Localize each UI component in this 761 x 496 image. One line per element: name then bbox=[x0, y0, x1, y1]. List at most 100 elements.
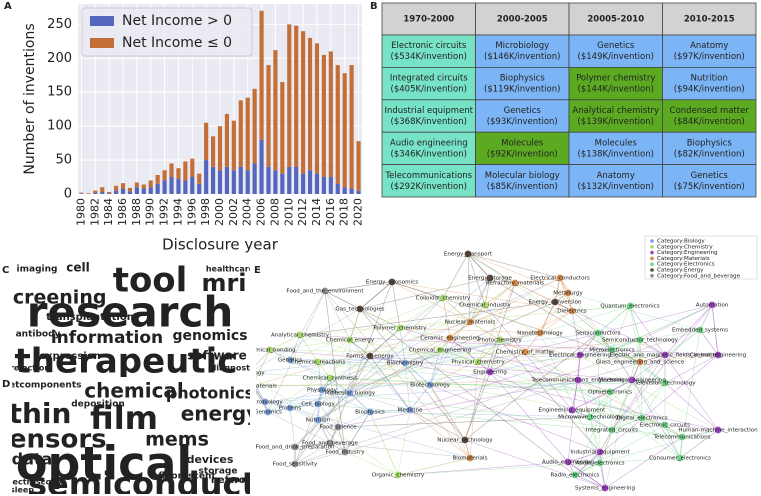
word: diagnostic bbox=[211, 364, 258, 373]
edge bbox=[337, 416, 591, 428]
node bbox=[571, 471, 579, 479]
bar-segment bbox=[245, 97, 250, 171]
edge bbox=[611, 349, 641, 363]
bar-segment bbox=[190, 158, 195, 178]
edge bbox=[609, 379, 633, 393]
node bbox=[696, 326, 704, 334]
node-label: Molecular_biology bbox=[325, 391, 376, 397]
edge bbox=[404, 332, 541, 364]
legend-swatch bbox=[90, 38, 114, 48]
edge bbox=[359, 277, 491, 310]
node bbox=[314, 400, 322, 408]
edge bbox=[256, 332, 599, 373]
edge bbox=[256, 386, 266, 403]
edge bbox=[442, 297, 471, 323]
table-cell-field: Molecules bbox=[501, 138, 544, 148]
word: storage bbox=[199, 467, 238, 477]
edge bbox=[489, 277, 613, 351]
table-cell bbox=[662, 67, 757, 101]
word: information bbox=[51, 328, 163, 348]
edge bbox=[359, 308, 401, 329]
bar-segment bbox=[120, 188, 126, 194]
edge bbox=[567, 461, 606, 489]
edge bbox=[631, 379, 643, 419]
edge bbox=[329, 304, 486, 379]
edge bbox=[711, 304, 719, 356]
bar-segment bbox=[252, 163, 257, 194]
edge bbox=[604, 339, 641, 489]
edge bbox=[409, 409, 471, 459]
edge bbox=[317, 403, 339, 428]
edge bbox=[349, 308, 361, 341]
edge bbox=[449, 337, 581, 356]
node-label: Organic_chemistry bbox=[372, 473, 425, 479]
node bbox=[474, 358, 482, 366]
node bbox=[564, 289, 572, 297]
edge bbox=[641, 417, 681, 459]
node bbox=[601, 484, 609, 492]
edge bbox=[467, 253, 569, 294]
edge bbox=[599, 429, 613, 453]
edge bbox=[589, 391, 611, 418]
word: therapeutic bbox=[15, 342, 238, 382]
edge bbox=[524, 304, 713, 353]
edge bbox=[429, 349, 441, 386]
table-cell-field: Molecular biology bbox=[485, 171, 560, 181]
edge bbox=[317, 277, 491, 421]
node bbox=[638, 414, 646, 422]
edge bbox=[681, 429, 719, 438]
edge bbox=[579, 332, 599, 356]
edge bbox=[369, 409, 411, 413]
edge bbox=[571, 310, 599, 334]
edge bbox=[429, 349, 441, 386]
word: deposition bbox=[71, 400, 125, 410]
edge bbox=[629, 305, 641, 341]
node bbox=[388, 278, 396, 286]
edge bbox=[294, 442, 331, 448]
edge bbox=[611, 382, 666, 431]
edge bbox=[577, 379, 611, 393]
edge bbox=[467, 253, 471, 323]
edge bbox=[337, 379, 579, 428]
node bbox=[551, 298, 559, 306]
table-cell-field: Microbiology bbox=[495, 41, 549, 51]
y-tick-label: 250 bbox=[47, 17, 72, 32]
word: mri bbox=[201, 269, 246, 297]
x-tick-label: 1980 bbox=[74, 198, 87, 226]
word: transplantation bbox=[46, 312, 134, 323]
edge bbox=[256, 308, 361, 369]
node-label: Quantum_electronics bbox=[600, 304, 659, 310]
edge bbox=[489, 339, 501, 373]
edge bbox=[589, 391, 611, 418]
table-header: 2000-2005 bbox=[497, 15, 548, 25]
x-tick-label: 1986 bbox=[116, 198, 129, 226]
edge bbox=[464, 282, 516, 441]
edge bbox=[344, 411, 371, 453]
edge bbox=[269, 334, 301, 351]
x-tick-label: 2020 bbox=[352, 198, 365, 226]
bar-segment bbox=[328, 177, 333, 194]
node bbox=[296, 331, 304, 339]
node-label: Physiology bbox=[307, 388, 338, 394]
word: healthcare bbox=[206, 265, 255, 274]
edge bbox=[324, 290, 361, 310]
edge bbox=[574, 462, 601, 476]
edge bbox=[631, 379, 666, 384]
node bbox=[564, 458, 572, 466]
table-cell-field: Molecules bbox=[595, 138, 638, 148]
bar-segment bbox=[141, 188, 146, 194]
node bbox=[286, 404, 294, 412]
edge bbox=[256, 349, 271, 379]
edge bbox=[294, 419, 319, 465]
edge bbox=[256, 379, 579, 387]
node bbox=[714, 426, 722, 434]
panel-label: B bbox=[370, 1, 378, 12]
bar-segment bbox=[127, 191, 133, 194]
edge bbox=[579, 349, 613, 356]
node bbox=[346, 389, 354, 397]
node bbox=[406, 406, 414, 414]
node bbox=[596, 448, 604, 456]
node bbox=[334, 423, 342, 431]
edge bbox=[467, 253, 516, 284]
edge bbox=[344, 411, 371, 453]
